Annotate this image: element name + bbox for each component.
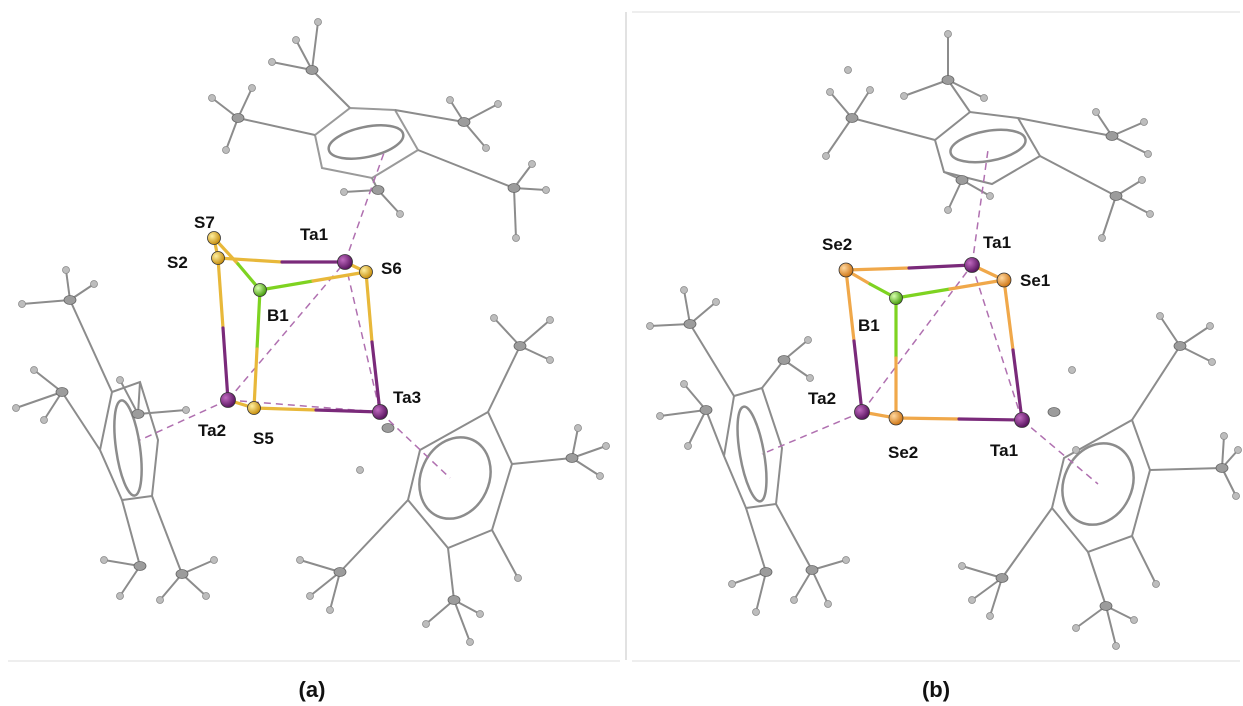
atom-label-a-0: S7 [194, 213, 215, 232]
cp-ring-top-a [211, 21, 547, 239]
atom-label-a-4: B1 [267, 306, 289, 325]
atom-label-b-1: Ta1 [983, 233, 1011, 252]
dashed-bonds-b [761, 149, 1099, 485]
core-atoms-a [207, 231, 388, 420]
atom-label-a-1: S2 [167, 253, 188, 272]
panel-b: Se2 Ta1 Se1 B1 Ta2 Se2 Ta1 (b) [646, 30, 1242, 702]
atom-label-b-5: Se2 [888, 443, 918, 462]
panel-a-caption: (a) [299, 677, 326, 702]
atom-label-a-2: Ta1 [300, 225, 328, 244]
panel-a: S7 S2 Ta1 S6 B1 Ta3 Ta2 S5 (a) [12, 18, 610, 702]
atom-label-a-7: S5 [253, 429, 274, 448]
core-bonds-b [844, 263, 1024, 422]
atom-label-b-3: B1 [858, 316, 880, 335]
cp-ring-right-b [961, 315, 1239, 647]
atom-label-a-5: Ta3 [393, 388, 421, 407]
panel-b-caption: (b) [922, 677, 950, 702]
atom-label-b-6: Ta1 [990, 441, 1018, 460]
core-bonds-a [212, 236, 382, 414]
cp-ring-left-b [649, 289, 847, 613]
dashed-bonds-a [139, 149, 451, 479]
atom-label-b-0: Se2 [822, 235, 852, 254]
core-atoms-b [838, 257, 1030, 428]
atom-label-a-6: Ta2 [198, 421, 226, 440]
cp-ring-right-a [299, 317, 607, 643]
atom-label-b-4: Ta2 [808, 389, 836, 408]
cp-ring-left-a [15, 269, 215, 601]
atom-label-b-2: Se1 [1020, 271, 1050, 290]
atom-label-a-3: S6 [381, 259, 402, 278]
cp-ring-top-b [825, 34, 1151, 239]
